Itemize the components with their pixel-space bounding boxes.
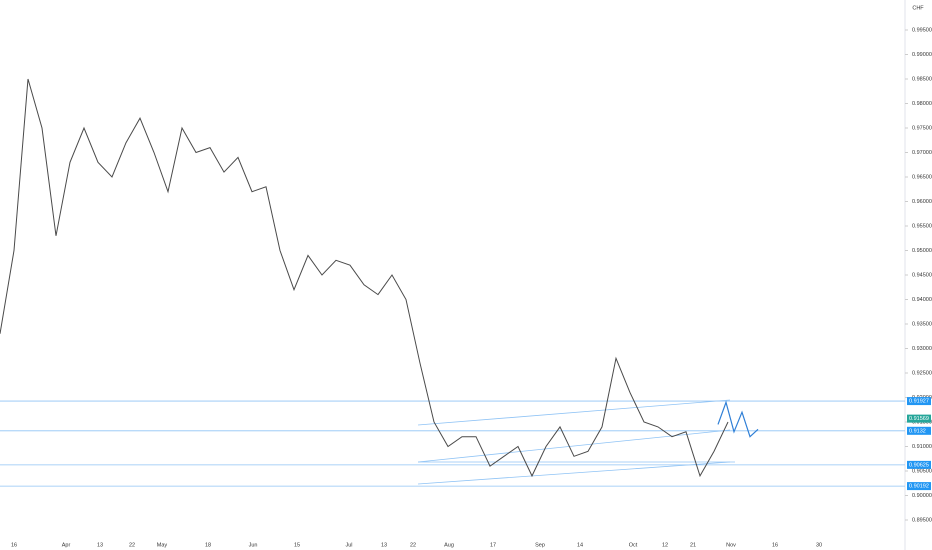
y-tick-label: 0.99500	[912, 27, 932, 33]
y-tick-label: 0.96500	[912, 174, 932, 180]
level-label: 0.91569	[909, 416, 929, 422]
y-tick-label: 0.97500	[912, 125, 932, 131]
x-tick-label: 13	[97, 542, 103, 548]
level-label: 0.90192	[909, 484, 929, 490]
level-badge	[907, 397, 931, 406]
level-badge	[907, 482, 931, 491]
channel-lower	[417, 461, 731, 485]
projection-line	[717, 400, 759, 438]
x-tick-label: 17	[490, 542, 496, 548]
level-badge	[907, 414, 931, 423]
level-label: 0.9132	[909, 428, 926, 434]
x-tick-label: 22	[410, 542, 416, 548]
y-tick-label: 0.94000	[912, 297, 932, 303]
y-tick-label: 0.98000	[912, 101, 932, 107]
level-label: 0.91927	[909, 399, 929, 405]
x-tick-label: 22	[129, 542, 135, 548]
x-tick-label: 14	[577, 542, 583, 548]
x-tick-label: Nov	[726, 542, 736, 548]
x-tick-label: 16	[11, 542, 17, 548]
y-tick-label: 0.95000	[912, 248, 932, 254]
y-tick-label: 0.90000	[912, 493, 932, 499]
level-label: 0.90625	[909, 462, 929, 468]
price-line	[0, 78, 729, 478]
y-tick-label: 0.93000	[912, 346, 932, 352]
x-tick-label: 16	[772, 542, 778, 548]
y-tick-label: 0.90500	[912, 468, 932, 474]
x-tick-label: 12	[662, 542, 668, 548]
level-badge	[907, 426, 931, 435]
y-tick-label: 0.97000	[912, 150, 932, 156]
y-tick-label: 0.91000	[912, 444, 932, 450]
channel-upper	[417, 399, 731, 426]
x-tick-label: 15	[294, 542, 300, 548]
x-tick-label: Jul	[345, 542, 352, 548]
y-tick-label: 0.99000	[912, 52, 932, 58]
channel-middle	[417, 429, 731, 463]
x-tick-label: 13	[381, 542, 387, 548]
x-tick-label: Jun	[249, 542, 258, 548]
y-tick-label: 0.89500	[912, 517, 932, 523]
y-tick-label: 0.94500	[912, 272, 932, 278]
y-tick-label: 0.96000	[912, 199, 932, 205]
x-tick-label: May	[157, 542, 168, 548]
y-tick-label: 0.95500	[912, 223, 932, 229]
y-tick-label: 0.98500	[912, 76, 932, 82]
x-tick-label: Sep	[535, 542, 545, 548]
level-badge	[907, 460, 931, 469]
trend-lines	[417, 399, 735, 485]
y-tick-label: 0.93500	[912, 321, 932, 327]
x-tick-label: Oct	[629, 542, 638, 548]
x-tick-label: 18	[205, 542, 211, 548]
y-tick-label: 0.92500	[912, 370, 932, 376]
x-tick-label: Aug	[444, 542, 454, 548]
x-tick-label: 21	[690, 542, 696, 548]
currency-label: CHF	[912, 5, 924, 11]
x-tick-label: Apr	[62, 542, 71, 548]
x-tick-label: 30	[816, 542, 822, 548]
